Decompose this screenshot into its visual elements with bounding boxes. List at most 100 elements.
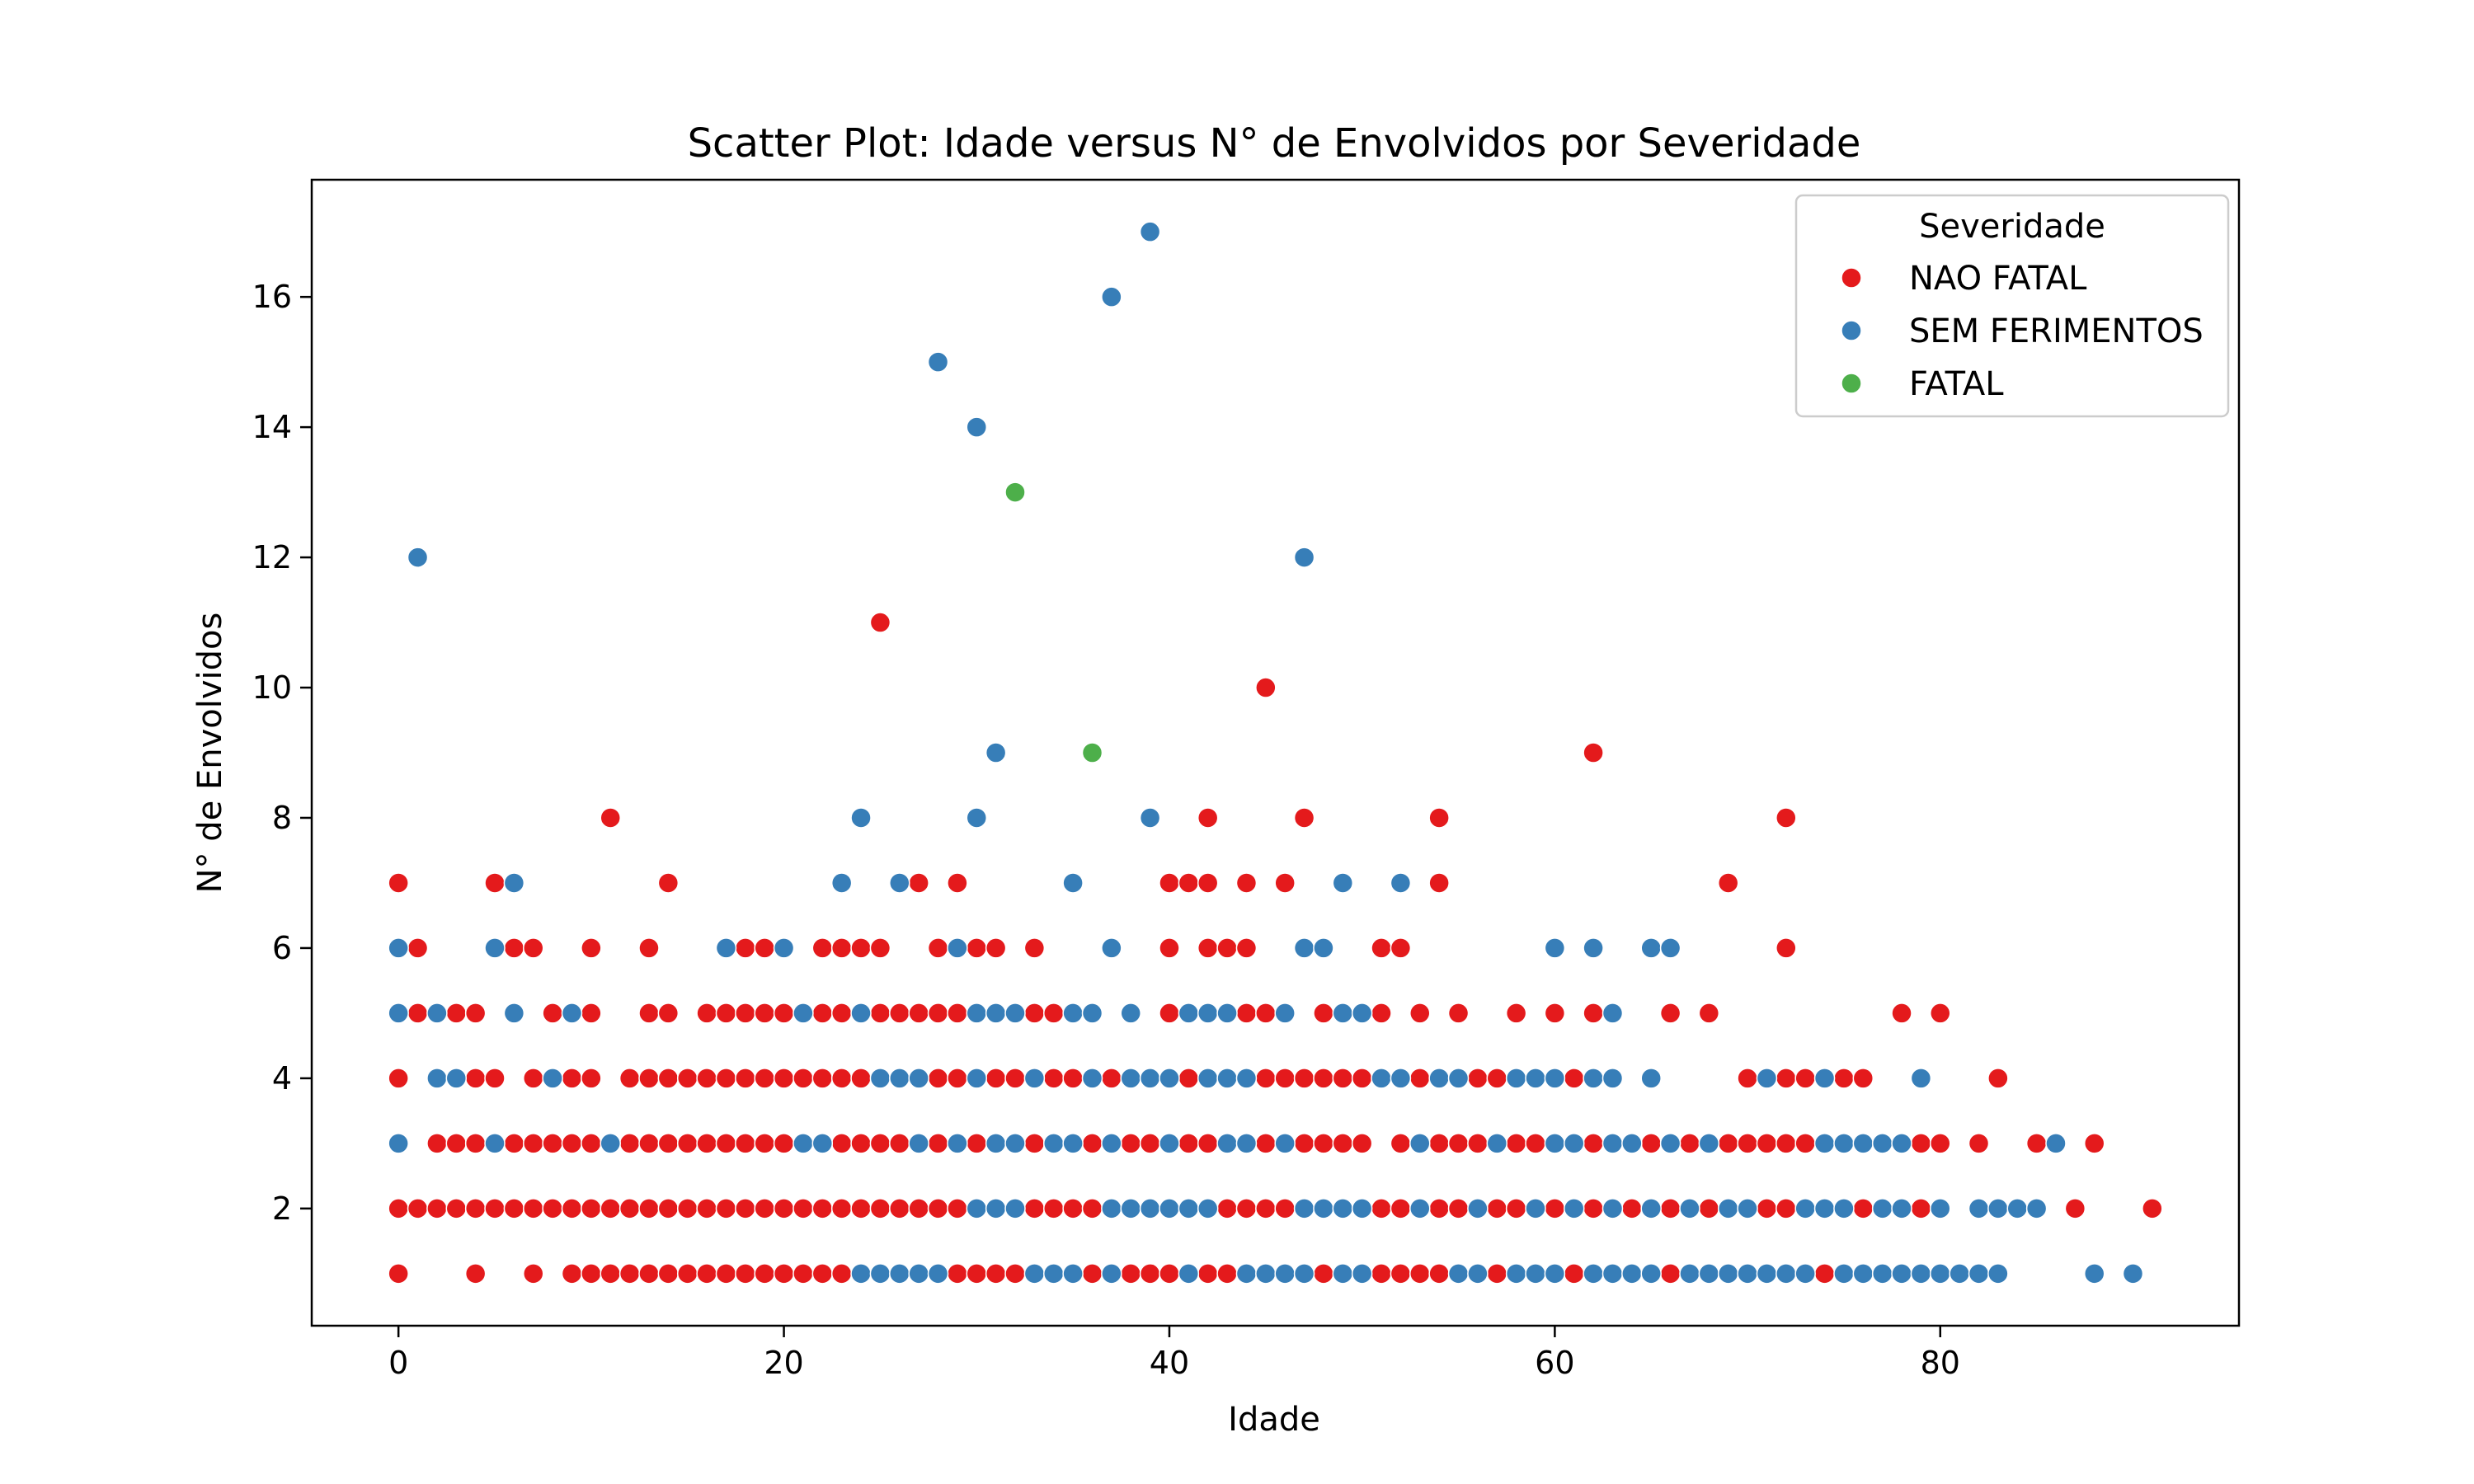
data-point xyxy=(1120,1133,1141,1154)
data-point xyxy=(1833,1133,1855,1154)
data-point xyxy=(1756,1133,1778,1154)
data-point xyxy=(2083,1133,2105,1154)
data-point xyxy=(484,1068,506,1089)
data-point xyxy=(869,612,891,633)
data-point xyxy=(1293,807,1315,829)
x-tick-label: 40 xyxy=(1150,1345,1189,1381)
x-tick-label: 20 xyxy=(764,1345,803,1381)
data-point xyxy=(388,937,409,959)
data-point xyxy=(1583,1133,1604,1154)
data-point xyxy=(966,1133,988,1154)
data-point xyxy=(464,1068,487,1089)
data-point xyxy=(830,872,853,894)
data-point xyxy=(1737,1133,1758,1154)
data-point xyxy=(947,937,968,959)
data-point xyxy=(1794,1068,1816,1089)
data-point xyxy=(484,937,506,959)
data-point xyxy=(830,1263,853,1284)
data-point xyxy=(1891,1198,1912,1219)
data-point xyxy=(600,807,621,829)
data-point xyxy=(1563,1263,1585,1284)
data-point xyxy=(1332,872,1354,894)
data-point xyxy=(793,1263,814,1284)
data-point xyxy=(927,1198,949,1219)
data-point xyxy=(985,1133,1007,1154)
legend-box xyxy=(1794,194,2230,418)
data-point xyxy=(1525,1133,1546,1154)
y-axis: 2 4 6 8 10 12 14 16 xyxy=(252,279,312,1227)
data-point xyxy=(773,1068,795,1089)
legend-label: FATAL xyxy=(1909,365,2004,403)
data-point xyxy=(889,1198,910,1219)
data-point xyxy=(618,1263,641,1284)
data-point xyxy=(1274,1198,1296,1219)
data-point xyxy=(445,1198,468,1219)
data-point xyxy=(1505,1263,1527,1284)
data-point xyxy=(618,1068,641,1089)
data-point xyxy=(985,937,1007,959)
data-point xyxy=(1351,1133,1373,1154)
data-point xyxy=(830,937,853,959)
data-point xyxy=(1390,937,1412,959)
data-point xyxy=(715,937,737,959)
data-point xyxy=(1737,1263,1758,1284)
data-point xyxy=(503,872,525,894)
data-point xyxy=(811,1003,834,1024)
data-point xyxy=(1505,1068,1527,1089)
data-point xyxy=(715,1263,737,1284)
data-point xyxy=(1871,1133,1893,1154)
data-point xyxy=(1120,1003,1141,1024)
data-point xyxy=(1332,1198,1354,1219)
data-point xyxy=(889,1003,910,1024)
data-point xyxy=(1563,1068,1585,1089)
data-point xyxy=(638,1198,660,1219)
data-point xyxy=(1525,1068,1546,1089)
data-point xyxy=(2083,1263,2105,1284)
legend-marker xyxy=(1841,320,1862,341)
data-point xyxy=(1602,1003,1624,1024)
data-point xyxy=(445,1133,468,1154)
data-point xyxy=(1139,807,1161,829)
data-point xyxy=(1371,1263,1392,1284)
data-point xyxy=(1235,872,1258,894)
data-point xyxy=(484,1198,506,1219)
data-point xyxy=(2122,1263,2144,1284)
data-point xyxy=(696,1133,717,1154)
data-point xyxy=(676,1068,698,1089)
data-point xyxy=(1447,1263,1470,1284)
data-point xyxy=(735,937,756,959)
data-point xyxy=(523,937,544,959)
y-axis-label: N° de Envolvidos xyxy=(191,613,229,894)
data-point xyxy=(1178,872,1200,894)
data-point xyxy=(542,1003,563,1024)
data-point xyxy=(1313,1263,1334,1284)
data-point xyxy=(1023,1198,1046,1219)
x-tick-label: 80 xyxy=(1921,1345,1960,1381)
data-point xyxy=(1717,1133,1739,1154)
data-point xyxy=(869,1133,891,1154)
data-point xyxy=(1447,1068,1470,1089)
data-point xyxy=(676,1133,698,1154)
data-point xyxy=(464,1198,487,1219)
data-point xyxy=(1756,1068,1778,1089)
data-point xyxy=(754,937,775,959)
data-point xyxy=(1293,1263,1315,1284)
data-point xyxy=(1583,937,1604,959)
data-point xyxy=(1852,1263,1874,1284)
data-point xyxy=(638,1133,660,1154)
data-point xyxy=(1390,1068,1412,1089)
data-point xyxy=(1583,742,1604,763)
data-point xyxy=(1698,1263,1720,1284)
data-point xyxy=(966,1003,988,1024)
data-point xyxy=(1717,1198,1739,1219)
data-point xyxy=(793,1198,814,1219)
data-point xyxy=(696,1003,717,1024)
data-point xyxy=(793,1068,814,1089)
data-point xyxy=(581,1003,602,1024)
data-point xyxy=(1004,1068,1026,1089)
data-point xyxy=(1274,1003,1296,1024)
data-point xyxy=(1776,1263,1797,1284)
data-point xyxy=(1351,1198,1373,1219)
data-point xyxy=(561,1198,583,1219)
data-point xyxy=(1833,1068,1855,1089)
